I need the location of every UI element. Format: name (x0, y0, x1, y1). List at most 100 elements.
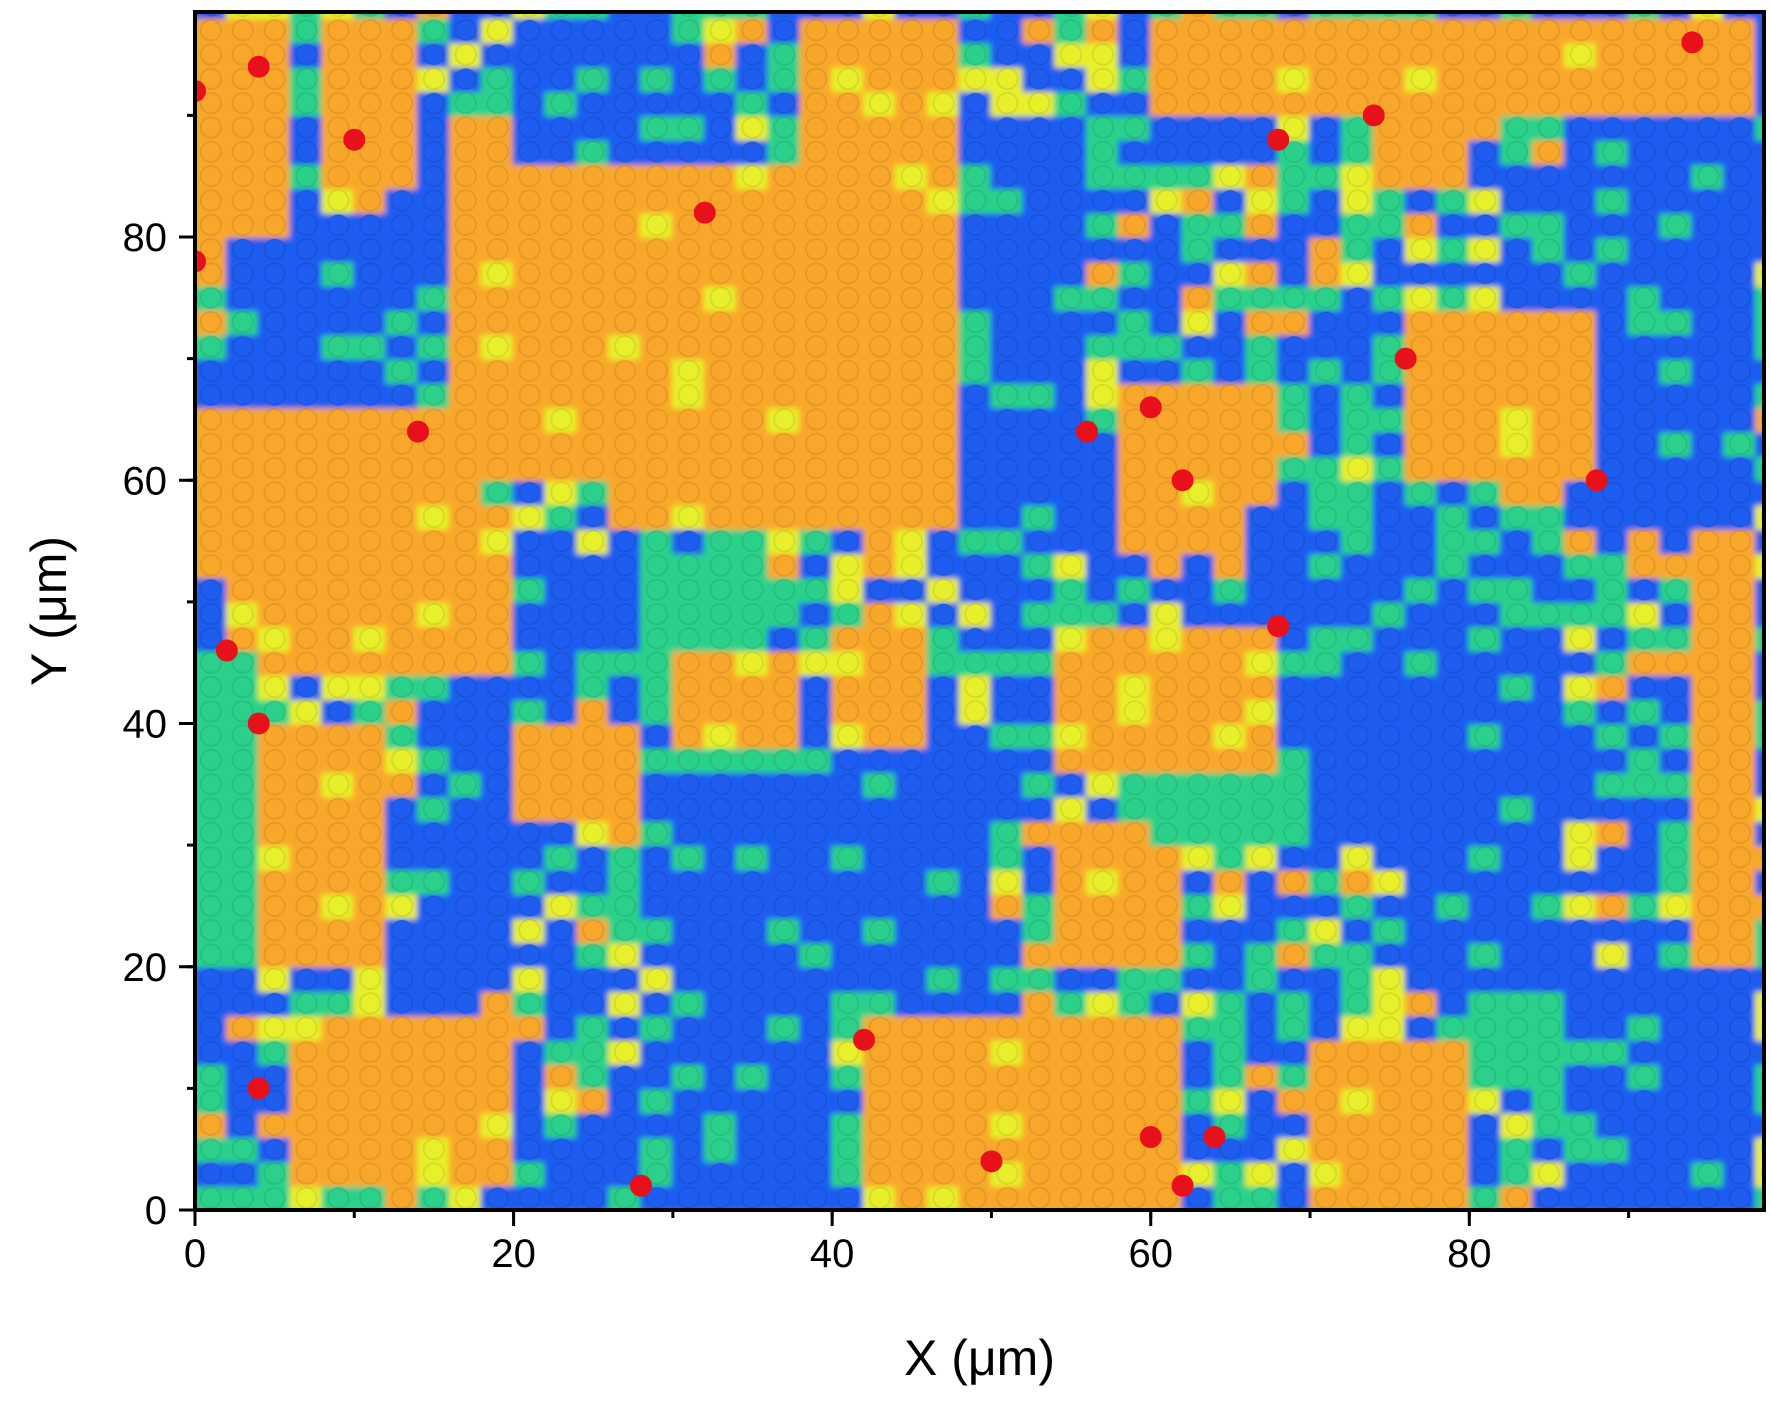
heatmap-dot (964, 1016, 987, 1039)
heatmap-dot (1028, 870, 1051, 893)
heatmap-dot (582, 967, 605, 991)
heatmap-dot (709, 846, 732, 869)
heatmap-dot (1251, 773, 1274, 796)
heatmap-dot (1474, 675, 1497, 699)
heatmap-dot (518, 602, 541, 626)
heatmap-dot (422, 627, 446, 650)
heatmap-dot (1155, 310, 1178, 334)
heatmap-dot (773, 164, 796, 188)
heatmap-dot (1537, 894, 1561, 918)
heatmap-dot (677, 748, 701, 772)
heatmap-dot (1251, 554, 1274, 577)
heatmap-dot (454, 846, 478, 869)
heatmap-dot (1028, 335, 1051, 358)
heatmap-dot (1537, 700, 1561, 723)
heatmap-dot (1697, 456, 1720, 480)
heatmap-dot (1410, 821, 1433, 845)
heatmap-dot (996, 43, 1019, 66)
heatmap-dot (1537, 286, 1561, 310)
heatmap-dot (295, 627, 318, 650)
heatmap-dot (1028, 43, 1051, 66)
heatmap-dot (1187, 700, 1210, 723)
heatmap-dot (295, 870, 318, 893)
heatmap-dot (1474, 116, 1497, 139)
heatmap-dot (422, 748, 446, 772)
heatmap-dot (1537, 748, 1561, 772)
heatmap-dot (1314, 505, 1338, 528)
heatmap-dot (359, 1016, 382, 1039)
heatmap-dot (1474, 432, 1497, 455)
heatmap-dot (454, 797, 478, 820)
heatmap-dot (996, 1016, 1019, 1039)
heatmap-dot (454, 383, 478, 407)
heatmap-dot (1410, 894, 1433, 918)
heatmap-dot (582, 286, 605, 310)
heatmap-dot (1123, 894, 1147, 918)
heatmap-dot (1442, 408, 1465, 431)
heatmap-dot (231, 408, 255, 431)
heatmap-dot (295, 335, 318, 358)
heatmap-dot (1282, 773, 1306, 796)
heatmap-dot (1410, 140, 1433, 164)
heatmap-dot (932, 651, 955, 674)
heatmap-dot (932, 92, 955, 115)
heatmap-dot (1251, 967, 1274, 991)
heatmap-dot (996, 310, 1019, 334)
heatmap-dot (199, 310, 223, 334)
heatmap-dot (295, 1040, 318, 1064)
heatmap-dot (900, 870, 924, 893)
heatmap-dot (1123, 116, 1147, 139)
heatmap-dot (645, 19, 669, 42)
heatmap-dot (1410, 1016, 1433, 1039)
heatmap-dot (1314, 967, 1338, 991)
heatmap-dot (741, 432, 764, 455)
heatmap-dot (422, 383, 446, 407)
heatmap-dot (1442, 554, 1465, 577)
heatmap-dot (900, 554, 924, 577)
heatmap-dot (613, 262, 637, 285)
heatmap-dot (1123, 943, 1147, 966)
heatmap-dot (805, 335, 828, 358)
heatmap-dot (486, 700, 509, 723)
heatmap-dot (932, 67, 955, 91)
heatmap-dot (327, 992, 350, 1015)
heatmap-dot (518, 383, 541, 407)
heatmap-dot (1059, 213, 1083, 237)
heatmap-dot (1346, 554, 1370, 577)
heatmap-dot (741, 943, 764, 966)
heatmap-dot (454, 578, 478, 601)
heatmap-dot (1410, 554, 1433, 577)
heatmap-dot (1059, 481, 1083, 504)
heatmap-dot (582, 213, 605, 237)
heatmap-dot (900, 943, 924, 966)
heatmap-dot (327, 456, 350, 480)
heatmap-dot (645, 286, 669, 310)
heatmap-dot (805, 724, 828, 747)
heatmap-dot (1219, 383, 1242, 407)
heatmap-dot (613, 675, 637, 699)
heatmap-dot (805, 408, 828, 431)
heatmap-dot (1059, 1040, 1083, 1064)
heatmap-dot (295, 19, 318, 42)
heatmap-dot (1123, 1040, 1147, 1064)
heatmap-dot (263, 1162, 286, 1185)
heatmap-dot (1697, 237, 1720, 261)
heatmap-dot (741, 627, 764, 650)
heatmap-dot (1728, 773, 1752, 796)
heatmap-dot (454, 529, 478, 553)
heatmap-dot (645, 213, 669, 237)
heatmap-dot (645, 627, 669, 650)
heatmap-dot (836, 602, 860, 626)
heatmap-dot (550, 1162, 573, 1185)
heatmap-dot (868, 456, 892, 480)
heatmap-dot (1410, 724, 1433, 747)
heatmap-dot (199, 164, 223, 188)
heatmap-dot (518, 164, 541, 188)
heatmap-dot (1474, 1113, 1497, 1137)
heatmap-dot (1155, 773, 1178, 796)
heatmap-dot (422, 481, 446, 504)
heatmap-dot (1251, 1064, 1274, 1088)
heatmap-dot (1665, 189, 1688, 212)
heatmap-dot (1091, 724, 1115, 747)
heatmap-dot (900, 967, 924, 991)
